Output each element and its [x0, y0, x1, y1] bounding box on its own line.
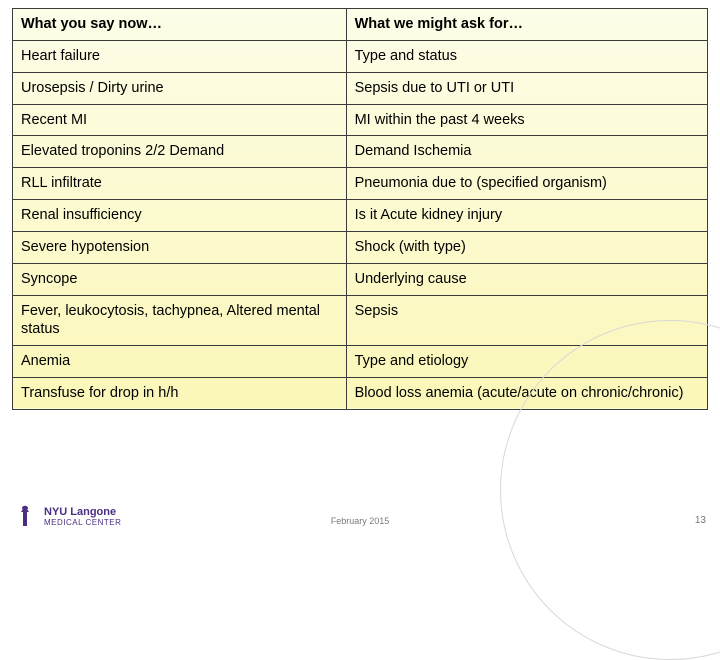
cell-right: Is it Acute kidney injury: [346, 200, 707, 232]
cell-left: Renal insufficiency: [13, 200, 347, 232]
cell-right: Sepsis due to UTI or UTI: [346, 72, 707, 104]
org-name: NYU Langone MEDICAL CENTER: [44, 507, 121, 527]
header-left: What you say now…: [13, 9, 347, 41]
page-number: 13: [695, 515, 706, 526]
torch-icon: [12, 504, 38, 530]
cell-right: Underlying cause: [346, 263, 707, 295]
footer-date: February 2015: [331, 516, 390, 526]
table-row: Urosepsis / Dirty urineSepsis due to UTI…: [13, 72, 708, 104]
slide: What you say now… What we might ask for……: [0, 0, 720, 540]
cell-left: Syncope: [13, 263, 347, 295]
cell-right: Type and status: [346, 40, 707, 72]
cell-right: MI within the past 4 weeks: [346, 104, 707, 136]
table-header-row: What you say now… What we might ask for…: [13, 9, 708, 41]
cell-left: Severe hypotension: [13, 231, 347, 263]
org-logo: NYU Langone MEDICAL CENTER: [12, 504, 121, 530]
footer: NYU Langone MEDICAL CENTER February 2015…: [12, 492, 708, 532]
cell-left: Recent MI: [13, 104, 347, 136]
cell-right: Blood loss anemia (acute/acute on chroni…: [346, 378, 707, 410]
table-row: Severe hypotensionShock (with type): [13, 231, 708, 263]
table-row: Fever, leukocytosis, tachypnea, Altered …: [13, 295, 708, 346]
cell-left: Transfuse for drop in h/h: [13, 378, 347, 410]
cell-left: Urosepsis / Dirty urine: [13, 72, 347, 104]
table-row: AnemiaType and etiology: [13, 346, 708, 378]
table-row: Transfuse for drop in h/hBlood loss anem…: [13, 378, 708, 410]
cell-left: RLL infiltrate: [13, 168, 347, 200]
header-right: What we might ask for…: [346, 9, 707, 41]
cell-left: Elevated troponins 2/2 Demand: [13, 136, 347, 168]
table-row: SyncopeUnderlying cause: [13, 263, 708, 295]
table-container: What you say now… What we might ask for……: [12, 8, 708, 410]
table-row: Heart failureType and status: [13, 40, 708, 72]
table-row: Renal insufficiencyIs it Acute kidney in…: [13, 200, 708, 232]
table-row: RLL infiltratePneumonia due to (specifie…: [13, 168, 708, 200]
table-body: Heart failureType and status Urosepsis /…: [13, 40, 708, 409]
cell-right: Demand Ischemia: [346, 136, 707, 168]
terminology-table: What you say now… What we might ask for……: [12, 8, 708, 410]
org-sub: MEDICAL CENTER: [44, 519, 121, 527]
cell-right: Shock (with type): [346, 231, 707, 263]
cell-right: Pneumonia due to (specified organism): [346, 168, 707, 200]
cell-right: Type and etiology: [346, 346, 707, 378]
table-row: Recent MIMI within the past 4 weeks: [13, 104, 708, 136]
table-row: Elevated troponins 2/2 DemandDemand Isch…: [13, 136, 708, 168]
cell-left: Heart failure: [13, 40, 347, 72]
cell-left: Anemia: [13, 346, 347, 378]
cell-left: Fever, leukocytosis, tachypnea, Altered …: [13, 295, 347, 346]
cell-right: Sepsis: [346, 295, 707, 346]
org-main: NYU Langone: [44, 506, 116, 518]
